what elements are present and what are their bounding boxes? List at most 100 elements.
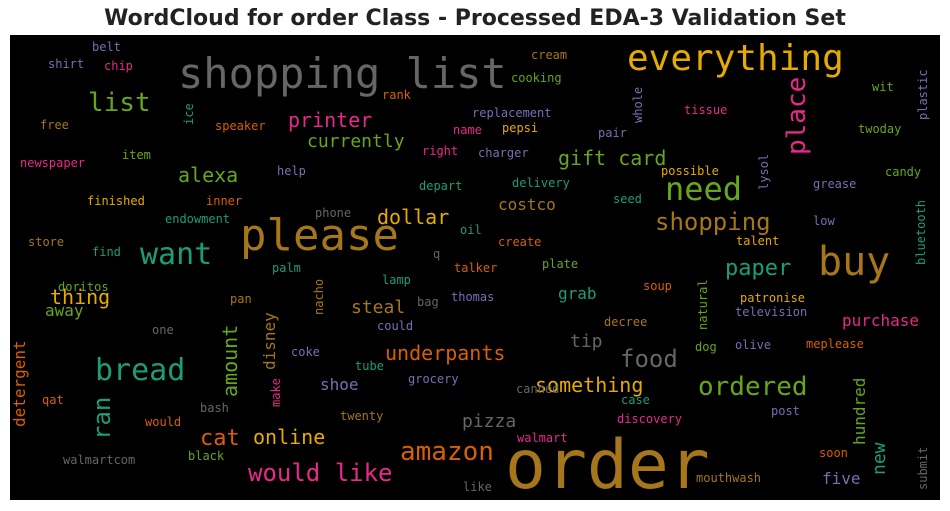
word-doritos: doritos bbox=[58, 280, 109, 294]
word-amazon: amazon bbox=[400, 437, 494, 467]
word-meplease: meplease bbox=[806, 337, 864, 351]
word-need: need bbox=[665, 170, 742, 208]
word-want: want bbox=[140, 237, 212, 272]
word-possible: possible bbox=[661, 164, 719, 178]
word-tip: tip bbox=[570, 331, 603, 352]
word-twenty: twenty bbox=[340, 409, 383, 423]
word-make: make bbox=[269, 378, 283, 407]
word-store: store bbox=[28, 235, 64, 249]
word-grease: grease bbox=[813, 177, 856, 191]
word-phone: phone bbox=[315, 206, 351, 220]
word-shopping: shopping bbox=[655, 208, 771, 236]
word-q: q bbox=[433, 247, 440, 261]
word-currently: currently bbox=[307, 131, 405, 152]
word-ordered: ordered bbox=[698, 372, 808, 402]
word-newspaper: newspaper bbox=[20, 156, 85, 170]
word-would: would bbox=[145, 415, 181, 429]
word-bag: bag bbox=[417, 295, 439, 309]
word-food: food bbox=[620, 345, 678, 373]
word-grab: grab bbox=[558, 284, 597, 303]
word-gift-card: gift card bbox=[558, 146, 666, 170]
word-depart: depart bbox=[419, 179, 462, 193]
word-everything: everything bbox=[627, 38, 844, 79]
word-shirt: shirt bbox=[48, 57, 84, 71]
word-submit: submit bbox=[916, 447, 930, 490]
word-ice: ice bbox=[182, 103, 196, 125]
word-shopping-list: shopping list bbox=[178, 49, 507, 98]
word-decree: decree bbox=[604, 315, 647, 329]
word-online: online bbox=[253, 425, 325, 449]
word-finished: finished bbox=[87, 194, 145, 208]
word-list: list bbox=[88, 88, 151, 118]
word-post: post bbox=[771, 404, 800, 418]
word-alexa: alexa bbox=[178, 163, 238, 187]
word-pizza: pizza bbox=[462, 411, 516, 432]
word-chip: chip bbox=[104, 59, 133, 73]
word-hundred: hundred bbox=[850, 378, 869, 445]
word-soup: soup bbox=[643, 279, 672, 293]
word-pan: pan bbox=[230, 292, 252, 306]
word-away: away bbox=[45, 301, 84, 320]
word-pair: pair bbox=[598, 126, 627, 140]
word-help: help bbox=[277, 164, 306, 178]
word-rank: rank bbox=[382, 88, 412, 102]
word-right: right bbox=[422, 144, 458, 158]
word-belt: belt bbox=[92, 40, 121, 54]
word-order: order bbox=[505, 426, 710, 500]
word-olive: olive bbox=[735, 338, 771, 352]
word-pepsi: pepsi bbox=[502, 121, 538, 135]
word-costco: costco bbox=[498, 195, 556, 214]
word-soon: soon bbox=[819, 446, 848, 460]
word-coke: coke bbox=[291, 345, 320, 359]
word-steal: steal bbox=[351, 297, 405, 318]
word-talker: talker bbox=[454, 261, 497, 275]
word-walmartcom: walmartcom bbox=[63, 453, 135, 467]
word-lamp: lamp bbox=[382, 273, 411, 287]
word-paper: paper bbox=[725, 256, 791, 281]
word-plate: plate bbox=[542, 257, 578, 271]
word-would-like: would like bbox=[248, 459, 393, 487]
word-oil: oil bbox=[460, 223, 482, 237]
word-charger: charger bbox=[478, 146, 529, 160]
word-thomas: thomas bbox=[451, 290, 494, 304]
wordcloud-canvas: order please shopping list everything buy nee… bbox=[10, 35, 940, 500]
word-bluetooth: bluetooth bbox=[914, 200, 928, 265]
word-five: five bbox=[822, 469, 861, 488]
word-name: name bbox=[453, 123, 482, 137]
word-find: find bbox=[92, 245, 121, 259]
word-canned: canned bbox=[516, 382, 559, 396]
word-grocery: grocery bbox=[408, 372, 459, 386]
word-bread: bread bbox=[95, 353, 185, 388]
word-tissue: tissue bbox=[684, 103, 727, 117]
word-palm: palm bbox=[272, 261, 301, 275]
word-nacho: nacho bbox=[312, 279, 326, 315]
word-dog: dog bbox=[695, 340, 717, 354]
word-delivery: delivery bbox=[512, 176, 570, 190]
word-cooking: cooking bbox=[511, 71, 562, 85]
word-mouthwash: mouthwash bbox=[696, 471, 761, 485]
word-free: free bbox=[40, 118, 69, 132]
word-lysol: lysol bbox=[757, 154, 771, 190]
word-low: low bbox=[813, 214, 835, 228]
word-tube: tube bbox=[355, 359, 384, 373]
word-candy: candy bbox=[885, 165, 921, 179]
word-one: one bbox=[152, 323, 174, 337]
word-speaker: speaker bbox=[215, 119, 266, 133]
word-could: could bbox=[377, 319, 413, 333]
word-bash: bash bbox=[200, 401, 229, 415]
word-wit: wit bbox=[872, 80, 894, 94]
word-new: new bbox=[869, 442, 890, 475]
word-patronise: patronise bbox=[740, 291, 805, 305]
word-disney: disney bbox=[260, 312, 279, 370]
word-amount: amount bbox=[218, 325, 242, 397]
word-dollar: dollar bbox=[377, 205, 449, 229]
word-whole: whole bbox=[631, 87, 645, 123]
word-ran: ran bbox=[88, 397, 116, 440]
word-endowment: endowment bbox=[165, 212, 230, 226]
word-qat: qat bbox=[42, 393, 64, 407]
word-natural: natural bbox=[696, 279, 710, 330]
word-cat: cat bbox=[200, 426, 240, 451]
word-something: something bbox=[535, 373, 643, 397]
word-purchase: purchase bbox=[842, 311, 919, 330]
word-shoe: shoe bbox=[320, 375, 359, 394]
